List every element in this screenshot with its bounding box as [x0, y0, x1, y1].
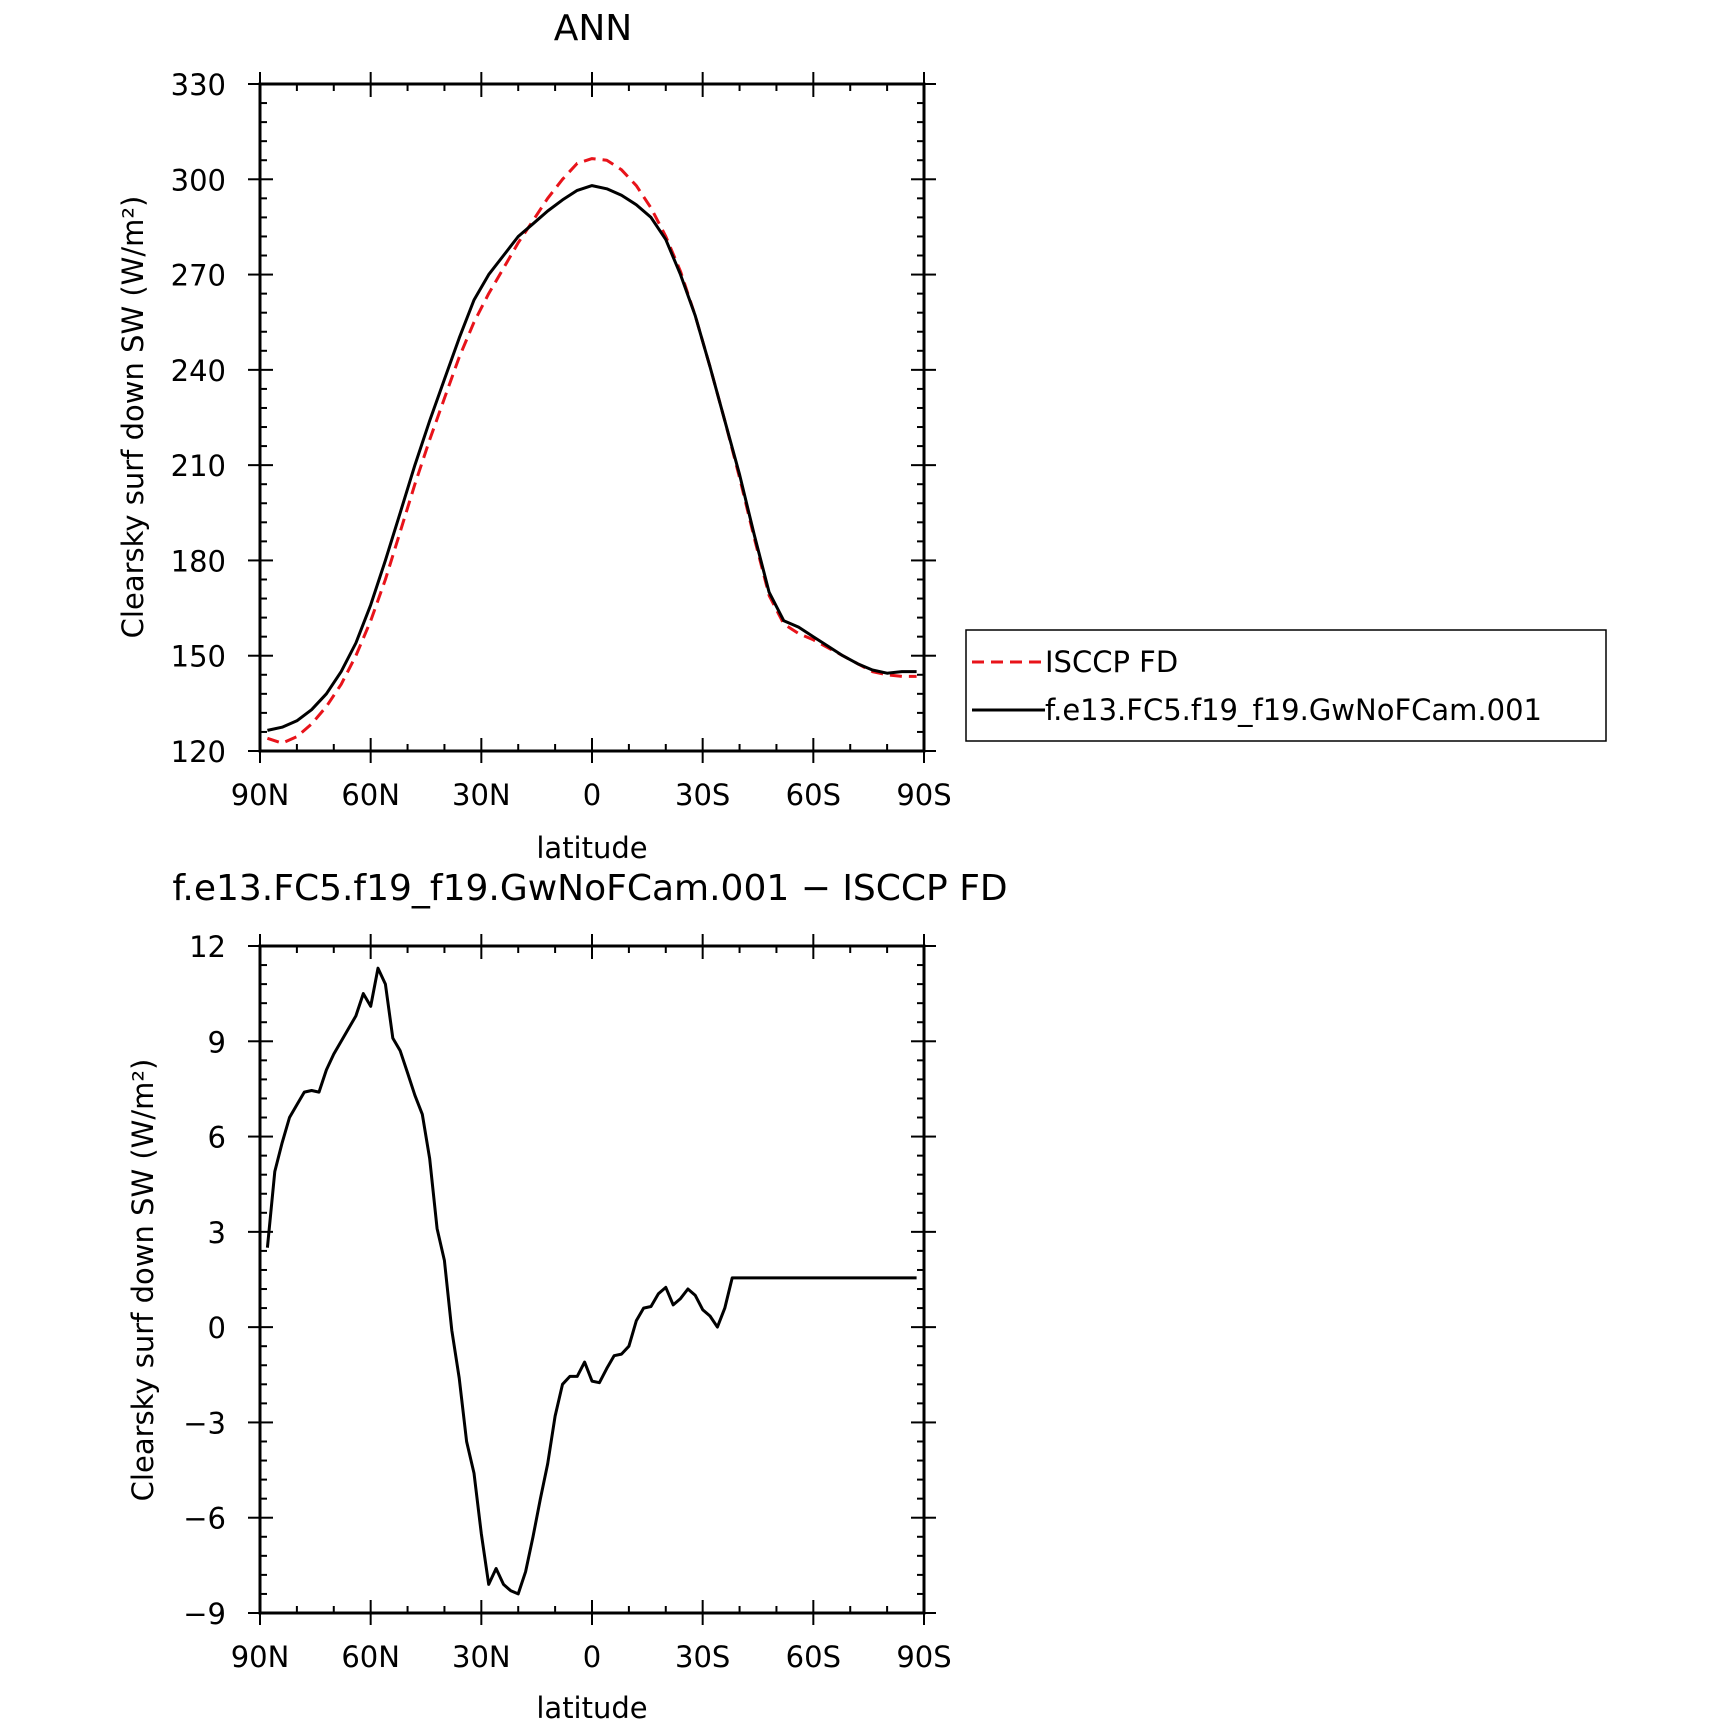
y-tick-label: 240 [171, 354, 226, 388]
y-tick-label: 120 [171, 735, 226, 769]
bottom-plot-frame [258, 944, 926, 1615]
legend: ISCCP FD f.e13.FC5.f19_f19.GwNoFCam.001 [965, 629, 1607, 742]
y-tick-label: 9 [208, 1025, 226, 1059]
x-tick-label: 0 [583, 778, 601, 812]
series-line-0 [265, 966, 917, 1596]
x-tick-label: 90N [231, 778, 290, 812]
y-tick-label: 180 [171, 544, 226, 578]
y-tick-label: 6 [208, 1121, 226, 1155]
bottom-series [265, 966, 917, 1596]
y-tick-label: 270 [171, 259, 226, 293]
y-tick-label: 150 [171, 640, 226, 674]
y-tick-label: 330 [171, 68, 226, 102]
x-tick-label: 30S [675, 1640, 730, 1674]
x-tick-label: 0 [583, 1640, 601, 1674]
y-tick-label: −3 [183, 1406, 226, 1440]
top-plot-frame [258, 82, 926, 753]
bottom-ylabel: Clearsky surf down SW (W/m²) [126, 1059, 160, 1502]
x-tick-label: 90N [231, 1640, 290, 1674]
bottom-xlabel: latitude [536, 1691, 647, 1723]
top-ticks [248, 72, 936, 763]
y-tick-label: −9 [183, 1597, 226, 1631]
x-tick-label: 60S [786, 778, 841, 812]
y-tick-label: 0 [208, 1311, 226, 1345]
top-tick-labels: 90N 60N 30N 0 30S 60S 90S 120 150 180 210 240 270 300… [171, 68, 952, 812]
y-tick-label: −6 [183, 1502, 226, 1536]
x-tick-label: 90S [896, 778, 951, 812]
top-xlabel: latitude [536, 831, 647, 865]
bottom-ticks [248, 934, 936, 1625]
x-tick-label: 60N [341, 778, 400, 812]
y-tick-label: 210 [171, 449, 226, 483]
bottom-tick-labels: 90N 60N 30N 0 30S 60S 90S −9 −6 −3 0 3 6 9 12 [183, 930, 951, 1674]
series-line-0 [266, 157, 917, 745]
legend-label-isccp: ISCCP FD [1045, 645, 1178, 679]
x-tick-label: 30S [675, 778, 730, 812]
legend-label-model: f.e13.FC5.f19_f19.GwNoFCam.001 [1045, 693, 1542, 727]
x-tick-label: 60N [341, 1640, 400, 1674]
bottom-panel: f.e13.FC5.f19_f19.GwNoFCam.001 − ISCCP F… [126, 868, 1008, 1723]
series-line-1 [267, 184, 917, 732]
y-tick-label: 3 [208, 1216, 226, 1250]
x-tick-label: 60S [786, 1640, 841, 1674]
top-ylabel: Clearsky surf down SW (W/m²) [116, 196, 150, 639]
x-tick-label: 30N [452, 778, 511, 812]
x-tick-label: 30N [452, 1640, 511, 1674]
top-panel: ANN 90N 60N 30N 0 30S 60S 90S 120 150 180 210 240 27… [116, 8, 952, 865]
top-series [266, 157, 917, 745]
y-tick-label: 12 [189, 930, 226, 964]
legend-box [965, 629, 1607, 742]
y-tick-label: 300 [171, 163, 226, 197]
top-title: ANN [554, 8, 633, 49]
x-tick-label: 90S [896, 1640, 951, 1674]
bottom-title: f.e13.FC5.f19_f19.GwNoFCam.001 − ISCCP F… [172, 868, 1007, 909]
